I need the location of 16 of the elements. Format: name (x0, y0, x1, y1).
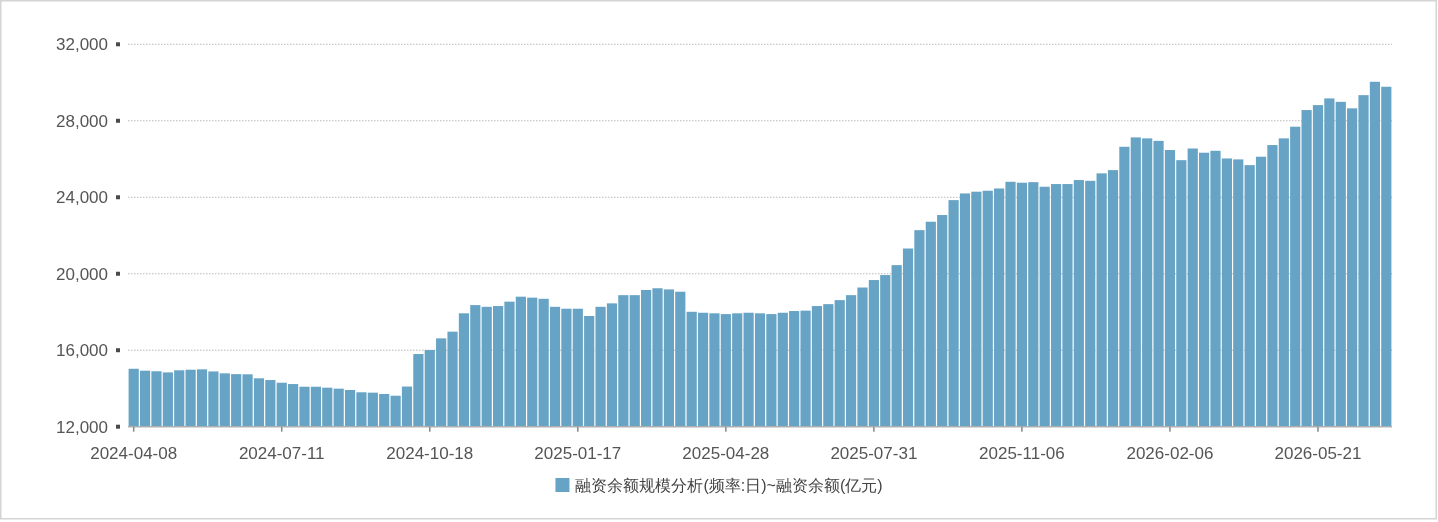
x-tick-label: 2025-01-17 (534, 443, 622, 463)
y-tick-label: 28,000 (56, 111, 108, 131)
x-tick-label: 2024-10-18 (386, 443, 474, 463)
x-tick-label: 2024-07-11 (238, 443, 325, 463)
y-tick-label: 20,000 (56, 264, 108, 284)
y-tick-label: 24,000 (56, 188, 108, 208)
x-tick-label: 2024-04-08 (90, 443, 178, 463)
x-tick-label: 2025-07-31 (830, 443, 918, 463)
y-tick-label: 32,000 (56, 35, 108, 55)
legend: 融资余额规模分析(频率:日)~融资余额(亿元) (555, 477, 883, 494)
x-tick-label: 2025-04-28 (682, 443, 770, 463)
x-tick-label: 2026-05-21 (1274, 443, 1362, 463)
x-tick-label: 2026-02-06 (1126, 443, 1214, 463)
y-tick-label: 16,000 (56, 341, 108, 361)
y-tick-label: 12,000 (56, 417, 108, 437)
x-tick-label: 2025-11-06 (979, 443, 1065, 463)
